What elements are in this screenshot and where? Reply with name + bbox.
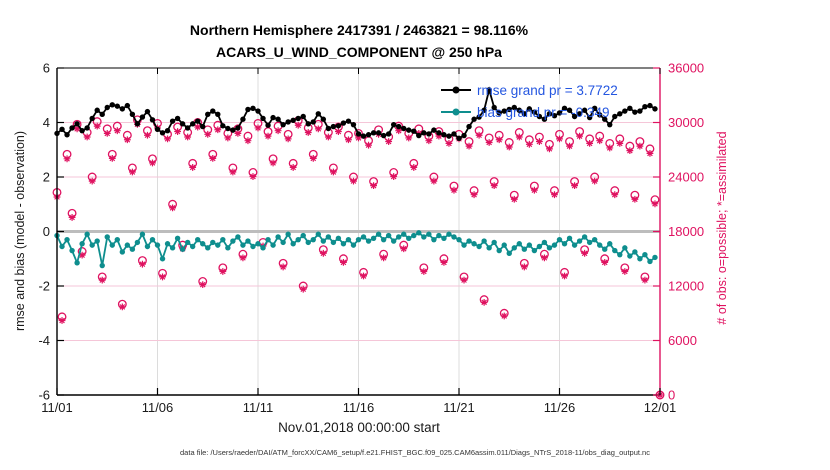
title-line-2: ACARS_U_WIND_COMPONENT @ 250 hPa	[216, 44, 502, 60]
x-tick-label: 11/06	[142, 400, 174, 415]
x-tick-label: 11/21	[443, 400, 475, 415]
rmse-line-sample	[441, 86, 471, 94]
x-tick-label: 11/01	[41, 400, 73, 415]
gridlines	[57, 68, 660, 395]
axis-ticks	[56, 67, 661, 396]
left-y-axis-label: rmse and bias (model - observation)	[13, 130, 27, 332]
legend: rmse grand pr = 3.7722 bias grand pr = -…	[441, 79, 618, 123]
x-axis-label: Nov.01,2018 00:00:00 start	[278, 420, 440, 435]
right-tick-label: 12000	[668, 279, 704, 294]
legend-row-bias: bias grand pr = -0.349	[441, 101, 618, 123]
left-tick-label: 0	[43, 224, 50, 239]
legend-bias-label: bias grand pr = -0.349	[477, 104, 610, 120]
right-tick-label: 0	[668, 388, 675, 403]
title-line-1: Northern Hemisphere 2417391 / 2463821 = …	[189, 22, 529, 38]
axis-tick-labels: -6 -4 -2 0 2 4 6 0 6000 12000 18000 24000 30000 36000…	[38, 61, 704, 416]
bias-line-sample	[441, 108, 471, 116]
x-tick-label: 11/26	[544, 400, 576, 415]
left-tick-label: -2	[38, 279, 50, 294]
left-tick-label: -4	[38, 333, 50, 348]
left-tick-label: 2	[43, 170, 50, 185]
legend-rmse-label: rmse grand pr = 3.7722	[477, 82, 618, 98]
left-tick-label: 6	[43, 61, 50, 76]
x-tick-label: 11/11	[243, 400, 274, 415]
left-tick-label: -6	[38, 388, 50, 403]
right-tick-label: 36000	[668, 61, 704, 76]
right-tick-label: 30000	[668, 115, 704, 130]
legend-row-rmse: rmse grand pr = 3.7722	[441, 79, 618, 101]
bias-series	[54, 230, 658, 269]
left-tick-label: 4	[43, 115, 50, 130]
right-y-axis-label: # of obs: o=possible; *=assimilated	[715, 131, 729, 325]
x-tick-label: 12/01	[644, 400, 677, 415]
right-tick-label: 24000	[668, 170, 704, 185]
rmse-marker-icon	[452, 86, 460, 94]
bias-marker-icon	[452, 108, 460, 116]
x-tick-label: 11/16	[343, 400, 375, 415]
right-tick-label: 18000	[668, 224, 704, 239]
right-tick-label: 6000	[668, 333, 697, 348]
rmse-series	[54, 86, 658, 142]
data-file-note: data file: /Users/raeder/DAI/ATM_forcXX/…	[180, 448, 650, 457]
